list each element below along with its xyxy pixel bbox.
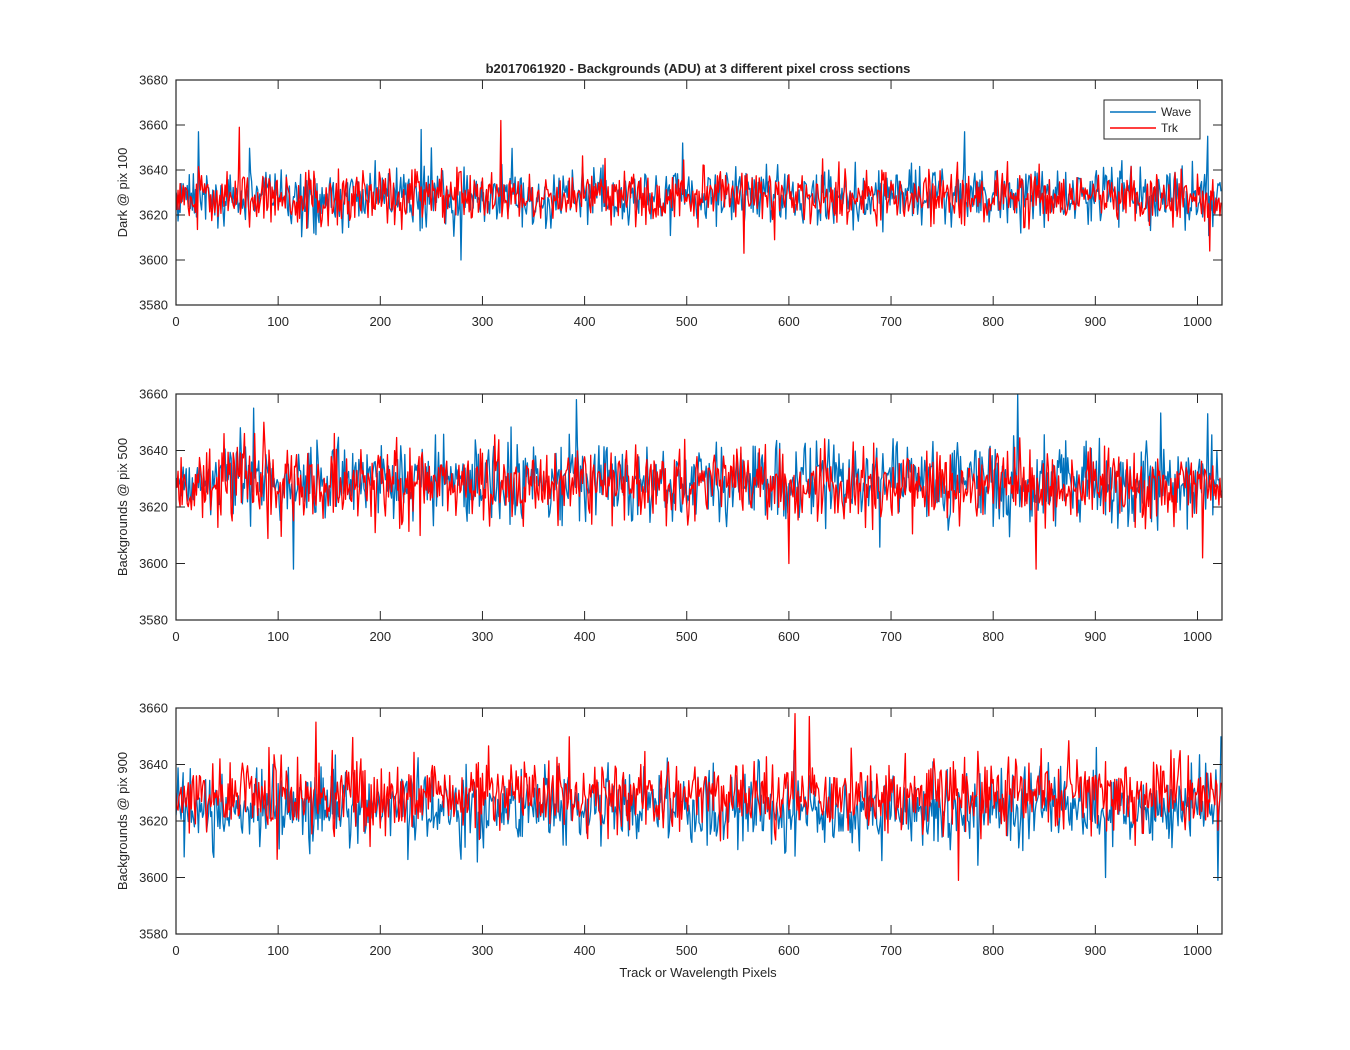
x-tick-label: 300	[472, 314, 494, 329]
x-tick-label: 600	[778, 314, 800, 329]
x-tick-label: 600	[778, 943, 800, 958]
x-tick-label: 200	[369, 943, 391, 958]
figure-title: b2017061920 - Backgrounds (ADU) at 3 dif…	[486, 61, 911, 76]
x-tick-label: 700	[880, 629, 902, 644]
x-tick-label: 0	[172, 314, 179, 329]
x-tick-label: 900	[1084, 943, 1106, 958]
legend-label-wave: Wave	[1161, 105, 1192, 119]
x-tick-label: 1000	[1183, 943, 1212, 958]
y-tick-label: 3600	[139, 870, 168, 885]
y-tick-label: 3680	[139, 73, 168, 88]
x-axis-label: Track or Wavelength Pixels	[619, 965, 777, 980]
subplot-3: 0 100 200 300 400 500 600 700 800 900 1000 3580 3600…	[115, 701, 1223, 958]
x-tick-label: 900	[1084, 314, 1106, 329]
y-axis-label: Dark @ pix 100	[115, 148, 130, 238]
subplot-2: 0 100 200 300 400 500 600 700 800 900 1000 3580 3600…	[115, 387, 1223, 644]
y-axis-label: Backgrounds @ pix 500	[115, 438, 130, 576]
y-tick-label: 3640	[139, 443, 168, 458]
x-tick-label: 900	[1084, 629, 1106, 644]
x-tick-label: 500	[676, 314, 698, 329]
y-tick-label: 3580	[139, 927, 168, 942]
x-tick-label: 100	[267, 943, 289, 958]
y-tick-label: 3640	[139, 757, 168, 772]
y-tick-label: 3660	[139, 118, 168, 133]
y-tick-label: 3620	[139, 500, 168, 515]
x-tick-label: 500	[676, 943, 698, 958]
x-tick-label: 800	[982, 314, 1004, 329]
x-tick-label: 100	[267, 629, 289, 644]
y-tick-label: 3640	[139, 163, 168, 178]
x-tick-label: 300	[472, 943, 494, 958]
y-tick-label: 3600	[139, 556, 168, 571]
y-tick-label: 3620	[139, 208, 168, 223]
y-tick-label: 3660	[139, 701, 168, 716]
x-tick-label: 0	[172, 629, 179, 644]
x-tick-label: 1000	[1183, 629, 1212, 644]
y-tick-label: 3580	[139, 298, 168, 313]
x-tick-label: 600	[778, 629, 800, 644]
series-line-wave	[176, 736, 1222, 881]
y-tick-label: 3600	[139, 253, 168, 268]
x-tick-label: 400	[574, 314, 596, 329]
x-tick-label: 800	[982, 943, 1004, 958]
legend-label-trk: Trk	[1161, 121, 1179, 135]
x-tick-label: 300	[472, 629, 494, 644]
x-tick-label: 1000	[1183, 314, 1212, 329]
y-axis-label: Backgrounds @ pix 900	[115, 752, 130, 890]
series-line-trk	[176, 421, 1222, 570]
y-tick-label: 3580	[139, 613, 168, 628]
x-tick-label: 100	[267, 314, 289, 329]
x-tick-label: 400	[574, 629, 596, 644]
y-tick-label: 3620	[139, 814, 168, 829]
subplot-1: 0 100 200 300 400 500 600 700 800 900 1000 3580 3600…	[115, 73, 1223, 329]
x-tick-label: 400	[574, 943, 596, 958]
x-tick-label: 200	[369, 314, 391, 329]
y-tick-label: 3660	[139, 387, 168, 402]
series-line-trk	[176, 119, 1222, 254]
x-tick-label: 0	[172, 943, 179, 958]
x-tick-label: 800	[982, 629, 1004, 644]
x-tick-label: 500	[676, 629, 698, 644]
x-tick-label: 200	[369, 629, 391, 644]
legend: Wave Trk	[1103, 99, 1201, 140]
series-line-trk	[176, 713, 1222, 881]
x-tick-label: 700	[880, 314, 902, 329]
x-tick-label: 700	[880, 943, 902, 958]
axes-box	[175, 79, 1223, 306]
